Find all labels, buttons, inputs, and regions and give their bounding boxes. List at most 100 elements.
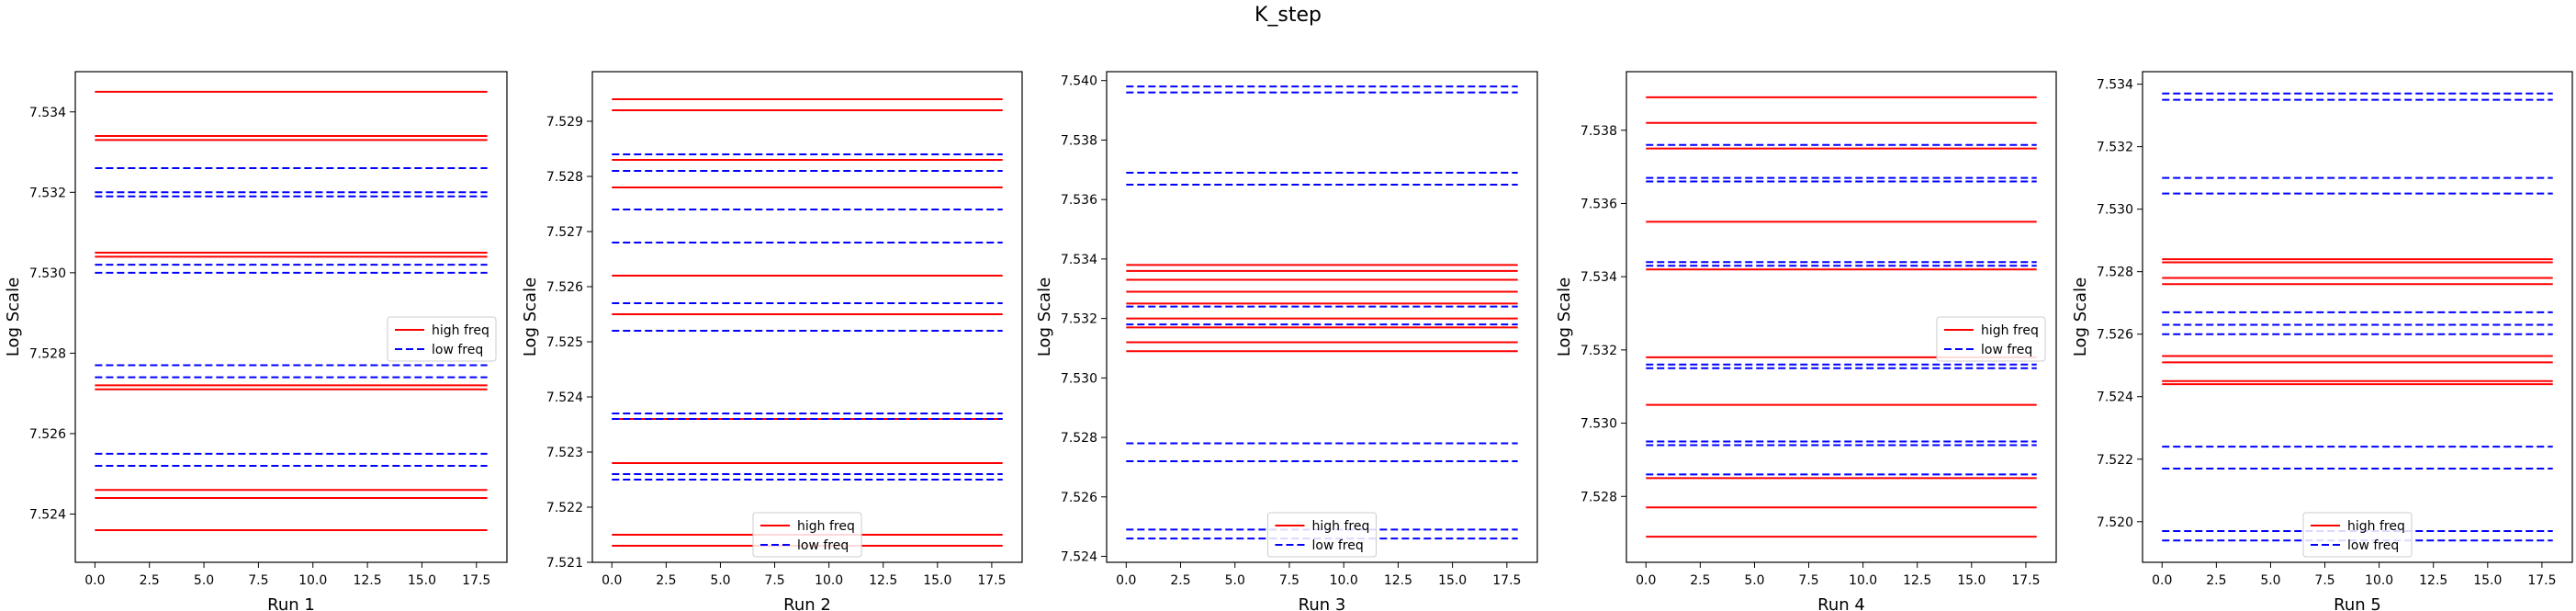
legend-box [1267, 512, 1377, 558]
x-tick-label: 7.5 [248, 573, 268, 588]
legend-label: low freq [1312, 538, 1364, 553]
x-tick-label: 5.0 [194, 573, 214, 588]
x-axis-label: Run 2 [783, 595, 831, 611]
y-tick-label: 7.524 [29, 507, 66, 522]
x-tick-label: 12.5 [2419, 573, 2447, 588]
y-tick-label: 7.534 [1061, 253, 1097, 267]
figure-title: K_step [1254, 4, 1322, 27]
x-tick-label: 5.0 [1744, 573, 1764, 588]
x-axis-label: Run 5 [2334, 595, 2381, 611]
y-tick-label: 7.530 [1061, 371, 1097, 386]
legend-box [2302, 512, 2413, 558]
legend: high freq low freq [752, 512, 862, 558]
x-tick-label: 0.0 [2152, 573, 2172, 588]
x-tick-label: 2.5 [1690, 573, 1710, 588]
x-tick-label: 17.5 [462, 573, 490, 588]
subplot-run-1: 0.0 2.5 5.0 7.5 10.0 12.5 15.0 17.5 7.524 7.526 7.… [4, 71, 508, 611]
y-tick-label: 7.532 [1580, 344, 1617, 358]
axes-frame [2142, 71, 2573, 563]
x-tick-label: 2.5 [1170, 573, 1190, 588]
axes-frame [591, 71, 1023, 563]
legend-label: high freq [2347, 519, 2405, 534]
x-tick-label: 17.5 [2527, 573, 2556, 588]
x-tick-label: 10.0 [1849, 573, 1877, 588]
y-tick-label: 7.528 [29, 346, 66, 361]
y-tick-label: 7.528 [1580, 490, 1617, 504]
y-tick-label: 7.538 [1061, 133, 1097, 148]
y-tick-label: 7.522 [546, 501, 583, 515]
legend-box [1936, 316, 2046, 362]
x-axis-label: Run 1 [267, 595, 315, 611]
x-tick-label: 12.5 [869, 573, 897, 588]
x-tick-label: 12.5 [1903, 573, 1931, 588]
x-tick-label: 12.5 [1384, 573, 1412, 588]
x-tick-label: 7.5 [2314, 573, 2334, 588]
y-tick-label: 7.534 [29, 106, 66, 120]
y-axis-label: Log Scale [4, 277, 23, 356]
x-tick-label: 15.0 [1957, 573, 1985, 588]
y-tick-label: 7.532 [2097, 141, 2133, 155]
x-tick-label: 17.5 [2011, 573, 2040, 588]
x-tick-label: 7.5 [764, 573, 784, 588]
y-tick-label: 7.526 [546, 280, 583, 295]
y-axis-label: Log Scale [2071, 277, 2090, 356]
x-tick-label: 10.0 [815, 573, 843, 588]
x-tick-label: 15.0 [408, 573, 436, 588]
x-tick-label: 15.0 [923, 573, 951, 588]
y-tick-label: 7.540 [1061, 74, 1097, 89]
legend: high freq low freq [2302, 512, 2413, 558]
legend-box [752, 512, 862, 558]
y-tick-label: 7.532 [1061, 312, 1097, 327]
y-tick-label: 7.536 [1580, 197, 1617, 211]
x-tick-label: 12.5 [353, 573, 381, 588]
y-axis-label: Log Scale [1555, 277, 1574, 356]
subplot-run-4: 0.0 2.5 5.0 7.5 10.0 12.5 15.0 17.5 7.528 7.530 7.… [1555, 71, 2057, 611]
legend: high freq low freq [1267, 512, 1377, 558]
x-tick-label: 0.0 [602, 573, 622, 588]
subplot-run-2: 0.0 2.5 5.0 7.5 10.0 12.5 15.0 17.5 7.521 7.522 7.… [521, 71, 1023, 611]
legend-label: low freq [2347, 538, 2399, 553]
x-tick-label: 0.0 [1116, 573, 1136, 588]
y-tick-label: 7.534 [2097, 78, 2133, 93]
y-tick-label: 7.524 [1061, 550, 1097, 565]
axes-frame [74, 71, 508, 563]
x-axis-label: Run 3 [1299, 595, 1346, 611]
y-tick-label: 7.534 [1580, 270, 1617, 285]
y-tick-label: 7.536 [1061, 193, 1097, 208]
x-tick-label: 10.0 [298, 573, 327, 588]
y-tick-label: 7.520 [2097, 515, 2133, 530]
y-tick-label: 7.538 [1580, 124, 1617, 139]
legend: high freq low freq [387, 316, 497, 362]
y-tick-label: 7.524 [546, 390, 583, 405]
y-tick-label: 7.528 [546, 170, 583, 185]
legend-label: low freq [432, 343, 483, 357]
x-tick-label: 15.0 [2473, 573, 2502, 588]
x-tick-label: 5.0 [1225, 573, 1245, 588]
x-tick-label: 17.5 [1492, 573, 1521, 588]
x-tick-label: 7.5 [1798, 573, 1818, 588]
y-tick-label: 7.530 [2097, 203, 2133, 218]
legend-box [387, 316, 497, 362]
x-tick-label: 10.0 [1330, 573, 1358, 588]
y-tick-label: 7.532 [29, 186, 66, 200]
y-tick-label: 7.524 [2097, 390, 2133, 405]
legend-label: high freq [1312, 519, 1370, 534]
legend-label: high freq [1981, 323, 2039, 338]
legend-label: low freq [1981, 343, 2032, 357]
y-axis-label: Log Scale [1035, 277, 1054, 356]
y-tick-label: 7.525 [546, 335, 583, 350]
x-tick-label: 2.5 [140, 573, 160, 588]
y-tick-label: 7.530 [1580, 417, 1617, 432]
x-tick-label: 0.0 [84, 573, 105, 588]
x-tick-label: 17.5 [977, 573, 1006, 588]
legend-label: high freq [432, 323, 489, 338]
legend: high freq low freq [1936, 316, 2046, 362]
y-axis-label: Log Scale [521, 277, 540, 356]
x-tick-label: 10.0 [2365, 573, 2393, 588]
x-tick-label: 15.0 [1438, 573, 1467, 588]
axes-frame [1625, 71, 2057, 563]
y-tick-label: 7.522 [2097, 453, 2133, 468]
y-tick-label: 7.523 [546, 446, 583, 460]
y-tick-label: 7.521 [546, 556, 583, 571]
